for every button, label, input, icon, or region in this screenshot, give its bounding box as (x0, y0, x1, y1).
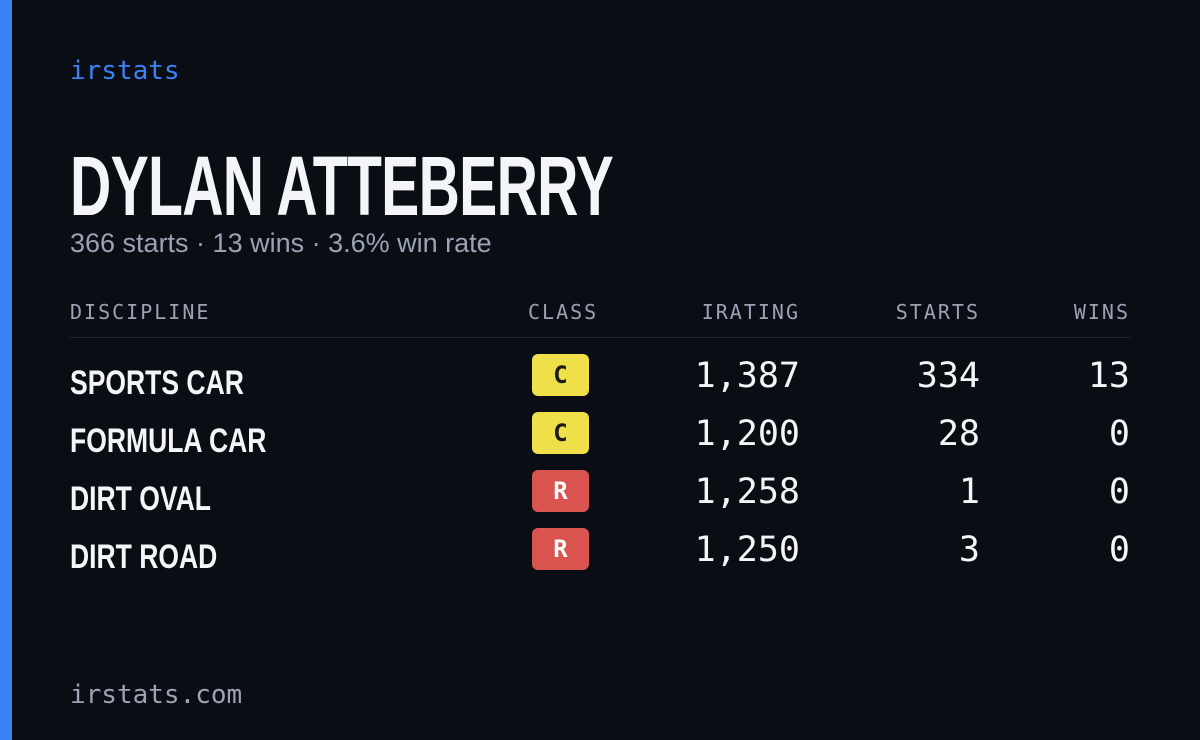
starts: 334 (916, 356, 980, 396)
accent-stripe (0, 0, 12, 740)
discipline: FORMULA CAR (70, 422, 267, 460)
class-badge: C (532, 412, 589, 454)
starts: 28 (937, 414, 980, 454)
class-badge: R (532, 528, 589, 570)
class-badge: R (532, 470, 589, 512)
wins: 0 (1108, 414, 1130, 454)
brand: irstats (70, 56, 180, 86)
starts: 1 (958, 472, 980, 512)
starts: 3 (958, 530, 980, 570)
discipline: SPORTS CAR (70, 364, 244, 402)
irating: 1,258 (694, 472, 800, 512)
wins: 0 (1108, 472, 1130, 512)
column-header: CLASS (528, 300, 599, 324)
column-header: DISCIPLINE (70, 300, 211, 324)
column-header: WINS (1073, 300, 1130, 324)
discipline: DIRT OVAL (70, 480, 211, 518)
header-rule (70, 337, 1130, 338)
wins: 13 (1087, 356, 1130, 396)
discipline: DIRT ROAD (70, 538, 218, 576)
wins: 0 (1108, 530, 1130, 570)
column-header: STARTS (895, 300, 980, 324)
summary: 366 starts · 13 wins · 3.6% win rate (70, 228, 492, 258)
irating: 1,387 (694, 356, 800, 396)
irating: 1,200 (694, 414, 800, 454)
footer: irstats.com (70, 680, 243, 710)
irating: 1,250 (694, 530, 800, 570)
driver-name: DYLAN ATTEBERRY (70, 139, 614, 233)
class-badge: C (532, 354, 589, 396)
column-header: IRATING (701, 300, 800, 324)
